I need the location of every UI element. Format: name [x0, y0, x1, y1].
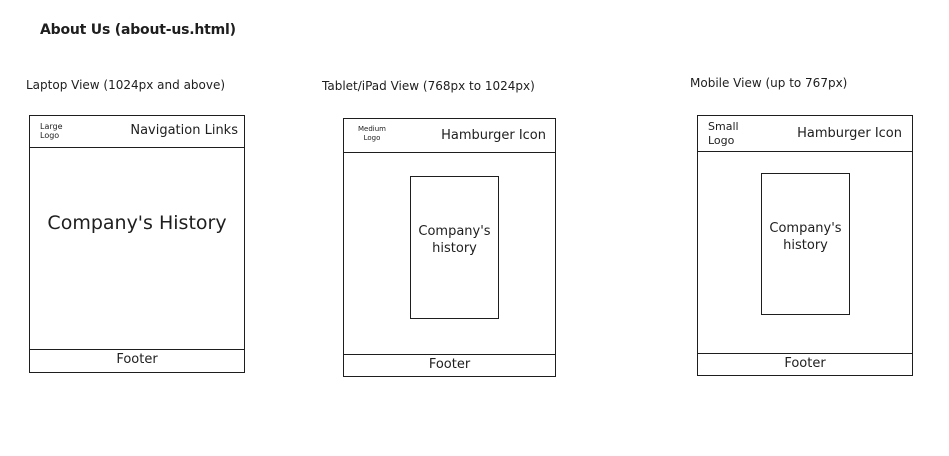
tablet-wireframe: Medium Logo Hamburger Icon Company's his…: [343, 118, 556, 377]
mobile-view-label: Mobile View (up to 767px): [690, 76, 848, 90]
mobile-hamburger-icon[interactable]: Hamburger Icon: [797, 126, 902, 141]
mobile-wireframe: Small Logo Hamburger Icon Company's hist…: [697, 115, 913, 376]
laptop-footer: Footer: [30, 349, 244, 372]
tablet-logo: Medium Logo: [358, 125, 386, 142]
mobile-company-history: Company's history: [769, 221, 842, 253]
mobile-logo: Small Logo: [708, 120, 739, 147]
mobile-footer: Footer: [698, 353, 912, 375]
laptop-header: Large Logo Navigation Links: [30, 116, 244, 148]
tablet-hamburger-icon[interactable]: Hamburger Icon: [441, 128, 546, 143]
page-title: About Us (about-us.html): [40, 22, 236, 38]
tablet-content-box: Company's history: [410, 176, 499, 319]
laptop-logo: Large Logo: [40, 122, 63, 140]
laptop-company-history: Company's History: [47, 212, 227, 234]
tablet-view-label: Tablet/iPad View (768px to 1024px): [322, 79, 535, 93]
tablet-company-history: Company's history: [418, 224, 491, 256]
tablet-footer: Footer: [344, 354, 555, 376]
tablet-header: Medium Logo Hamburger Icon: [344, 119, 555, 153]
laptop-view-label: Laptop View (1024px and above): [26, 78, 226, 92]
laptop-wireframe: Large Logo Navigation Links Company's Hi…: [29, 115, 245, 373]
mobile-header: Small Logo Hamburger Icon: [698, 116, 912, 152]
laptop-navigation-links: Navigation Links: [130, 123, 238, 138]
mobile-content-box: Company's history: [761, 173, 850, 315]
